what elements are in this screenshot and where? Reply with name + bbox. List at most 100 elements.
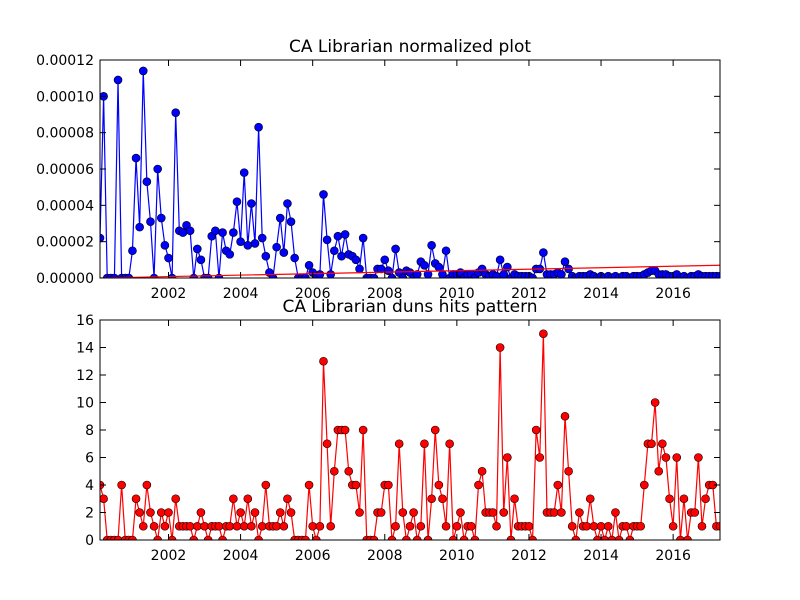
marker xyxy=(193,244,202,254)
x-tick-label: 2012 xyxy=(511,548,547,564)
marker xyxy=(279,521,289,531)
marker xyxy=(100,494,108,504)
marker xyxy=(492,271,501,278)
marker xyxy=(279,248,289,257)
marker xyxy=(369,535,379,540)
marker xyxy=(261,251,271,261)
marker xyxy=(351,480,361,490)
marker xyxy=(582,521,591,531)
marker xyxy=(650,398,660,407)
marker xyxy=(196,508,206,517)
marker xyxy=(100,233,105,243)
marker xyxy=(466,521,476,531)
x-tick-label: 2010 xyxy=(439,286,475,302)
marker xyxy=(229,228,238,237)
marker xyxy=(344,466,354,476)
x-tick-label: 2002 xyxy=(151,548,187,564)
marker xyxy=(286,508,296,517)
marker xyxy=(438,494,447,504)
marker xyxy=(654,466,664,476)
marker xyxy=(658,439,667,449)
marker xyxy=(322,439,332,449)
marker xyxy=(560,411,570,421)
marker xyxy=(557,508,566,517)
marker xyxy=(427,494,436,504)
marker xyxy=(189,535,199,540)
marker xyxy=(243,241,253,250)
marker xyxy=(131,494,141,504)
marker xyxy=(200,521,209,531)
marker xyxy=(715,271,720,278)
marker xyxy=(438,270,447,278)
marker xyxy=(611,508,620,517)
marker xyxy=(614,535,624,540)
marker xyxy=(117,480,126,490)
marker xyxy=(420,439,429,449)
marker xyxy=(355,508,364,517)
marker xyxy=(409,508,418,517)
marker xyxy=(391,521,400,531)
x-tick-label: 2008 xyxy=(367,286,403,302)
marker xyxy=(427,241,436,250)
marker xyxy=(528,535,537,540)
marker xyxy=(254,535,263,540)
marker xyxy=(156,213,166,223)
marker xyxy=(593,535,602,540)
plot-layer xyxy=(100,66,720,278)
y-tick-label: 12 xyxy=(76,368,94,384)
marker xyxy=(420,260,429,270)
marker xyxy=(434,480,444,490)
marker xyxy=(178,228,188,237)
x-tick-label: 2016 xyxy=(655,548,691,564)
marker xyxy=(164,253,173,263)
marker xyxy=(211,226,220,236)
marker xyxy=(539,248,548,257)
marker xyxy=(701,494,710,504)
marker xyxy=(283,199,292,208)
marker xyxy=(492,521,501,531)
x-tick-label: 2006 xyxy=(295,548,331,564)
marker xyxy=(441,521,451,531)
x-tick-label: 2014 xyxy=(583,548,619,564)
marker xyxy=(607,535,617,540)
marker xyxy=(193,521,202,531)
y-tick-label: 0.00000 xyxy=(36,271,94,287)
marker xyxy=(369,273,379,278)
marker xyxy=(135,508,144,517)
marker xyxy=(275,213,285,223)
marker xyxy=(113,535,123,540)
marker xyxy=(394,439,404,449)
x-tick-label: 2006 xyxy=(295,286,331,302)
marker xyxy=(146,508,155,517)
marker xyxy=(549,508,559,517)
marker xyxy=(340,425,350,435)
x-tick-label: 2010 xyxy=(439,548,475,564)
marker xyxy=(376,508,386,517)
y-tick-label: 2 xyxy=(85,506,94,522)
marker xyxy=(146,217,155,226)
chart-title: CA Librarian duns hits pattern xyxy=(282,297,537,317)
marker xyxy=(326,521,335,531)
marker xyxy=(236,237,245,246)
marker xyxy=(250,508,260,517)
marker xyxy=(171,494,180,504)
x-tick-label: 2008 xyxy=(367,548,403,564)
marker xyxy=(250,239,260,248)
y-tick-label: 0.00008 xyxy=(36,126,94,142)
marker xyxy=(694,453,703,462)
marker xyxy=(456,508,465,517)
marker xyxy=(387,535,397,540)
marker xyxy=(113,75,123,85)
marker xyxy=(636,521,645,531)
marker xyxy=(384,266,393,276)
y-tick-label: 0.00012 xyxy=(36,53,94,69)
marker xyxy=(153,164,162,174)
marker xyxy=(384,480,393,490)
marker xyxy=(434,262,444,272)
marker xyxy=(138,66,148,76)
marker xyxy=(164,508,173,517)
marker xyxy=(283,494,292,504)
marker xyxy=(308,521,317,531)
marker xyxy=(690,508,700,517)
marker xyxy=(304,480,314,490)
